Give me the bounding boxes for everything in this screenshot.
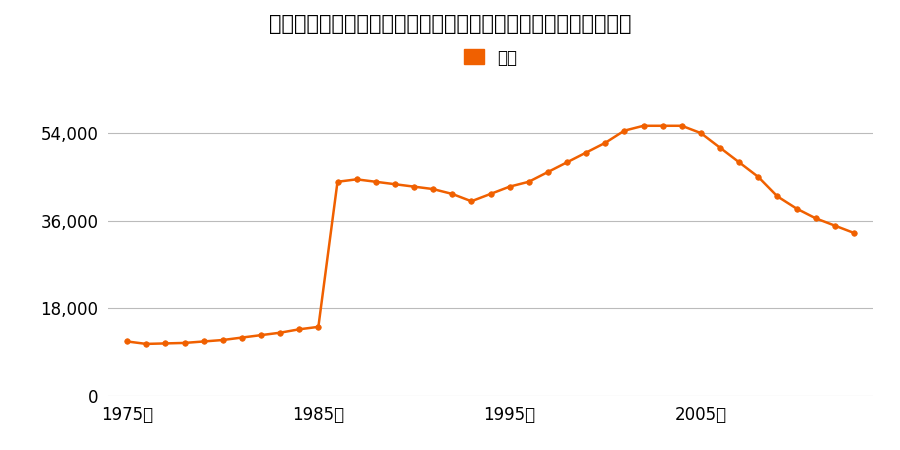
Text: 山形県天童市大字久野本字中道１４６９番３ほか３筆の地価推移: 山形県天童市大字久野本字中道１４６９番３ほか３筆の地価推移 bbox=[269, 14, 631, 33]
Legend: 価格: 価格 bbox=[457, 42, 524, 73]
